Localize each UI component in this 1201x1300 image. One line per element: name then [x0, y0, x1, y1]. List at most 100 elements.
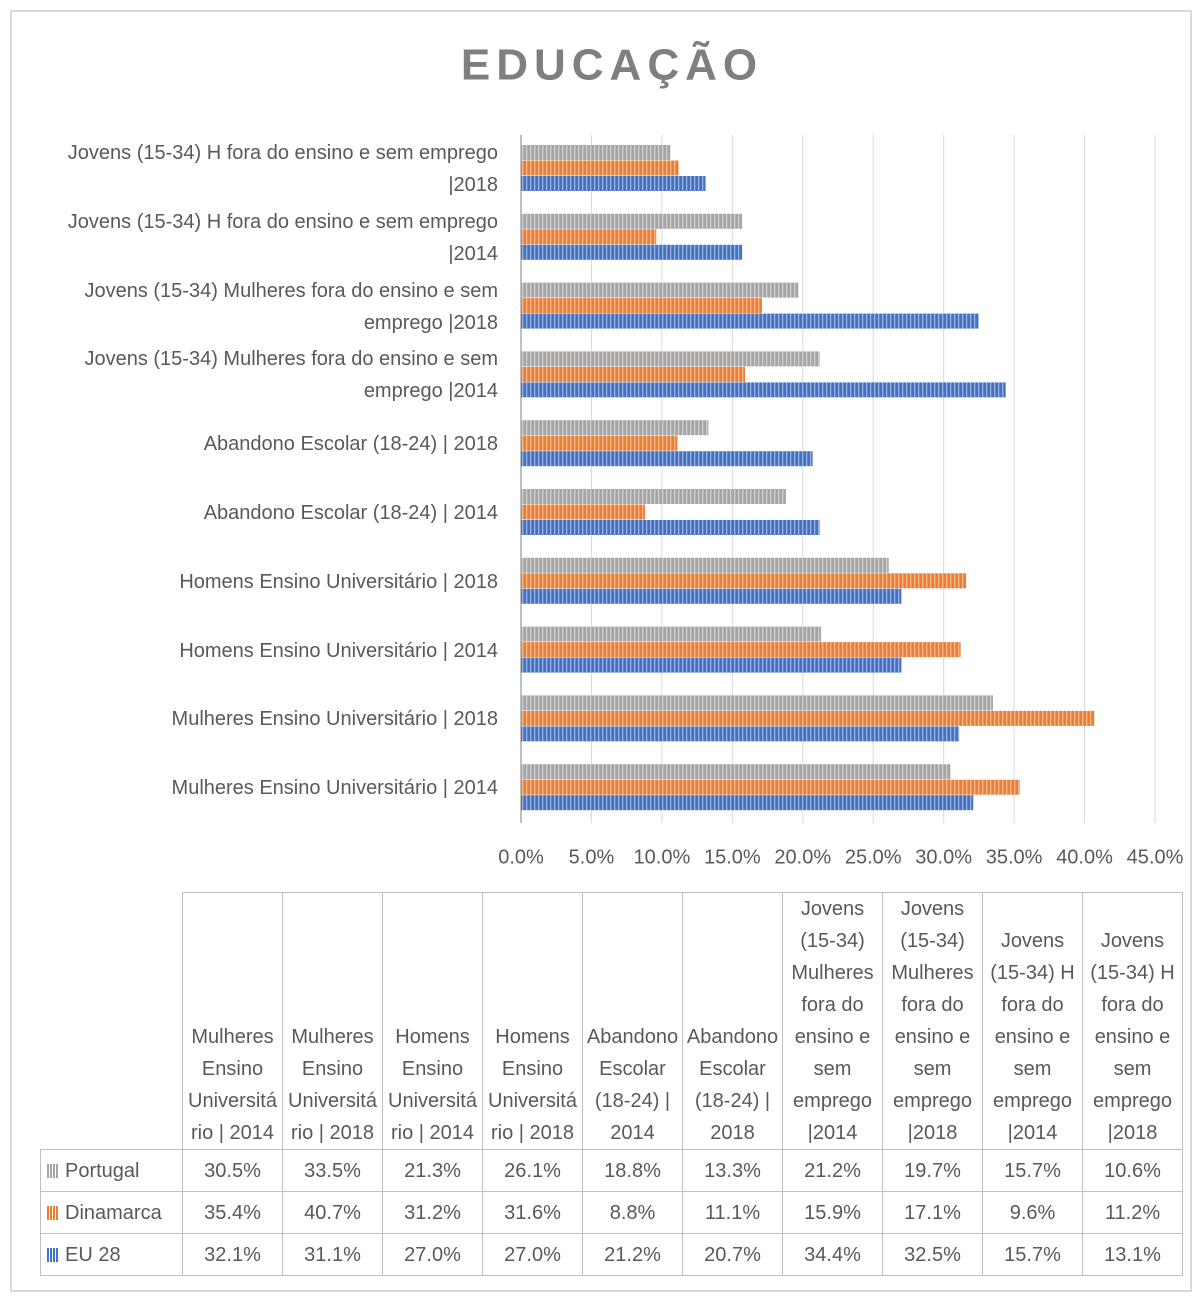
legend-entry: EU 28	[40, 1233, 183, 1276]
x-tick-label: 5.0%	[569, 846, 615, 868]
y-tick-label: Jovens (15-34) Mulheres fora do ensino e…	[84, 348, 498, 403]
table-header: Jovens (15-34) H fora do ensino e sem em…	[1082, 892, 1183, 1150]
x-tick-label: 10.0%	[634, 846, 691, 868]
bar	[521, 229, 657, 245]
table-cell: 10.6%	[1082, 1149, 1183, 1192]
table-cell: 13.3%	[682, 1149, 783, 1192]
y-tick-label: Jovens (15-34) H fora do ensino e sem em…	[67, 142, 498, 196]
y-tick-label-box: Homens Ensino Universitário | 2014	[179, 640, 498, 662]
table-cell: 15.7%	[982, 1233, 1083, 1276]
bar	[521, 764, 951, 780]
y-tick-label-box: Jovens (15-34) Mulheres fora do ensino e…	[84, 348, 498, 403]
table-header: Mulheres Ensino Universitário | 2014	[182, 892, 283, 1150]
bar	[521, 435, 678, 451]
legend-label: Dinamarca	[65, 1201, 162, 1224]
table-cell: 35.4%	[182, 1191, 283, 1234]
y-tick-label-box: Mulheres Ensino Universitário | 2014	[171, 777, 498, 800]
table-row: Portugal 30.5% 33.5% 21.3% 26.1% 18.8% 13.3% 21…	[40, 1149, 1183, 1192]
bar	[521, 642, 961, 658]
table-header: Homens Ensino Universitário | 2018	[482, 892, 583, 1150]
table-cell: 11.2%	[1082, 1191, 1183, 1234]
table-cell: 9.6%	[982, 1191, 1083, 1234]
y-tick-label-box: Abandono Escolar (18-24) | 2018	[203, 433, 498, 456]
table-cell: 27.0%	[482, 1233, 583, 1276]
x-tick-label: 25.0%	[845, 846, 902, 868]
bar	[521, 626, 822, 642]
bar	[521, 573, 967, 589]
table-cell: 21.2%	[782, 1149, 883, 1192]
table-header: Jovens (15-34) Mulheres fora do ensino e…	[782, 892, 883, 1150]
y-tick-label-box: Homens Ensino Universitário | 2018	[179, 570, 498, 593]
x-tick-label: 20.0%	[774, 846, 831, 868]
table-header: Homens Ensino Universitário | 2014	[382, 892, 483, 1150]
x-tick-label: 0.0%	[498, 846, 544, 868]
chart-border	[10, 10, 1192, 1292]
y-tick-label: Homens Ensino Universitário | 2018	[179, 570, 498, 593]
legend-label: EU 28	[65, 1243, 121, 1266]
table-cell: 40.7%	[282, 1191, 383, 1234]
y-tick-label: Mulheres Ensino Universitário | 2018	[171, 708, 498, 731]
bar	[521, 657, 902, 673]
bar	[521, 282, 799, 298]
bar	[521, 420, 709, 436]
table-header: Jovens (15-34) Mulheres fora do ensino e…	[882, 892, 983, 1150]
bar	[521, 145, 671, 160]
bar	[521, 504, 645, 520]
x-tick-label: 35.0%	[986, 846, 1043, 868]
bar	[521, 451, 813, 467]
x-tick-label: 45.0%	[1127, 846, 1184, 868]
legend-entry: Dinamarca	[40, 1191, 183, 1234]
bar	[521, 489, 786, 504]
table-cell: 27.0%	[382, 1233, 483, 1276]
bar	[521, 176, 706, 191]
y-tick-label-box: Jovens (15-34) H fora do ensino e sem em…	[67, 142, 498, 196]
bar	[521, 160, 679, 176]
data-table: Mulheres Ensino Universitário | 2014 Mulh…	[40, 892, 1183, 1276]
y-tick-label-box: Jovens (15-34) Mulheres fora do ensino e…	[84, 280, 498, 334]
bar	[521, 710, 1095, 726]
table-cell: 20.7%	[682, 1233, 783, 1276]
table-cell: 26.1%	[482, 1149, 583, 1192]
table-cell: 15.9%	[782, 1191, 883, 1234]
bar	[521, 520, 820, 535]
legend-key	[47, 1205, 59, 1220]
table-cell: 30.5%	[182, 1149, 283, 1192]
table-cell: 21.2%	[582, 1233, 683, 1276]
table-cell: 13.1%	[1082, 1233, 1183, 1276]
legend-label: Portugal	[65, 1159, 140, 1182]
table-cell: 17.1%	[882, 1191, 983, 1234]
bar	[521, 588, 902, 604]
y-tick-label-box: Mulheres Ensino Universitário | 2018	[171, 708, 498, 731]
y-tick-label: Jovens (15-34) H fora do ensino e sem em…	[67, 210, 498, 265]
table-cell: 31.6%	[482, 1191, 583, 1234]
table-cell: 34.4%	[782, 1233, 883, 1276]
bar	[521, 557, 889, 573]
x-tick-label: 30.0%	[915, 846, 972, 868]
table-cell: 15.7%	[982, 1149, 1083, 1192]
table-cell: 33.5%	[282, 1149, 383, 1192]
table-cell: 32.1%	[182, 1233, 283, 1276]
bar	[521, 779, 1020, 795]
bar	[521, 298, 762, 314]
y-tick-label-box: Abandono Escolar (18-24) | 2014	[204, 502, 498, 524]
table-header: Abandono Escolar (18-24) | 2018	[682, 892, 783, 1150]
table-header: Abandono Escolar (18-24) | 2014	[582, 892, 683, 1150]
bar	[521, 313, 979, 329]
bar	[521, 795, 974, 811]
y-tick-label: Mulheres Ensino Universitário | 2014	[171, 777, 498, 800]
table-corner	[40, 892, 183, 1150]
table-row: EU 28 32.1% 31.1% 27.0% 27.0% 21.2% 20.7% 34.4%…	[40, 1233, 1183, 1276]
table-row: Dinamarca 35.4% 40.7% 31.2% 31.6% 8.8% 11.1% 15…	[40, 1191, 1183, 1234]
table-cell: 21.3%	[382, 1149, 483, 1192]
bar	[521, 695, 993, 711]
y-tick-label: Abandono Escolar (18-24) | 2018	[203, 433, 498, 456]
table-cell: 8.8%	[582, 1191, 683, 1234]
x-tick-label: 40.0%	[1056, 846, 1113, 868]
table-header: Mulheres Ensino Universitário | 2018	[282, 892, 383, 1150]
chart-title: EDUCAÇÃO	[461, 40, 763, 90]
table-cell: 32.5%	[882, 1233, 983, 1276]
x-tick-label: 15.0%	[704, 846, 761, 868]
legend-entry: Portugal	[40, 1149, 183, 1192]
bar	[521, 351, 820, 367]
